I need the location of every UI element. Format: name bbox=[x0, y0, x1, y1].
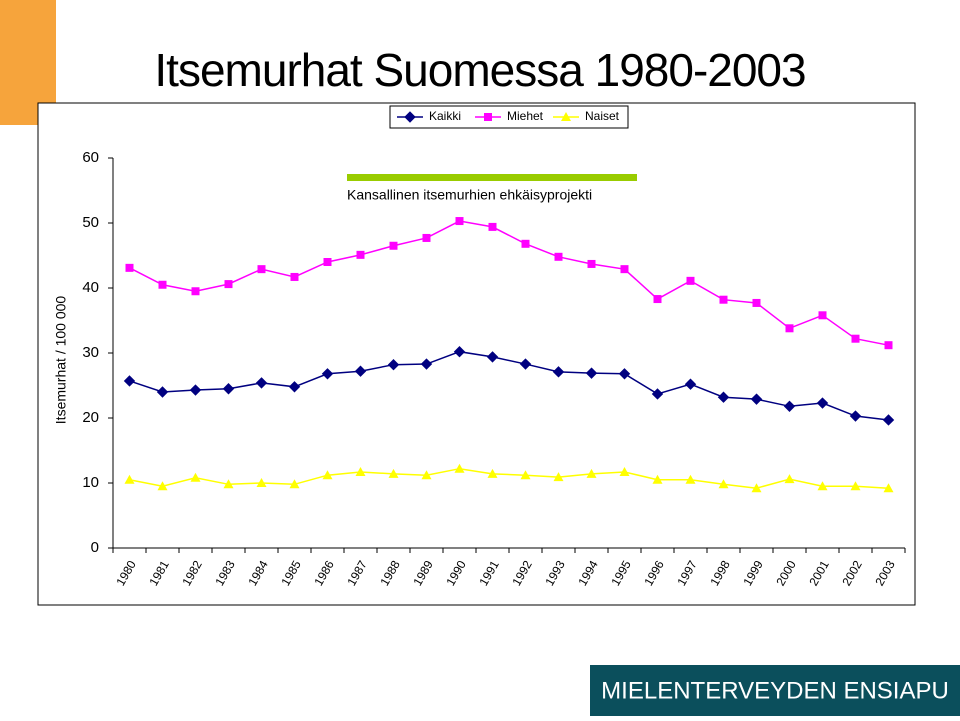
point bbox=[684, 378, 697, 390]
point bbox=[653, 295, 662, 304]
point bbox=[387, 358, 400, 371]
legend-marker bbox=[484, 113, 492, 121]
point bbox=[322, 470, 333, 480]
y-tick-label: 30 bbox=[82, 344, 99, 361]
annotation-bar bbox=[347, 174, 637, 181]
y-tick-label: 0 bbox=[91, 539, 99, 556]
point bbox=[321, 368, 334, 380]
point bbox=[189, 384, 202, 396]
series-line bbox=[129, 467, 889, 489]
point bbox=[685, 474, 696, 484]
point bbox=[784, 474, 795, 484]
y-tick-label: 10 bbox=[82, 474, 99, 491]
point bbox=[520, 470, 531, 480]
point bbox=[552, 366, 565, 378]
point bbox=[157, 481, 168, 491]
slide-title: Itsemurhat Suomessa 1980-2003 bbox=[154, 44, 805, 96]
point bbox=[290, 272, 299, 281]
point bbox=[883, 483, 894, 493]
point bbox=[651, 388, 664, 400]
legend-marker bbox=[404, 111, 416, 123]
y-tick-label: 20 bbox=[82, 409, 99, 426]
point bbox=[620, 265, 629, 274]
point bbox=[422, 233, 431, 242]
annotation-text: Kansallinen itsemurhien ehkäisyprojekti bbox=[347, 187, 592, 203]
point bbox=[818, 311, 827, 320]
point bbox=[222, 383, 235, 395]
point bbox=[750, 393, 763, 405]
point bbox=[124, 474, 135, 484]
point bbox=[619, 466, 630, 476]
point bbox=[553, 472, 564, 482]
point bbox=[421, 470, 432, 480]
point bbox=[355, 466, 366, 476]
point bbox=[223, 479, 234, 489]
series-line bbox=[129, 220, 889, 346]
legend-label: Kaikki bbox=[429, 109, 461, 123]
point bbox=[156, 386, 169, 398]
point bbox=[356, 250, 365, 259]
point bbox=[652, 474, 663, 484]
footer-bar bbox=[590, 665, 960, 716]
point bbox=[717, 391, 730, 403]
point bbox=[686, 276, 695, 285]
point bbox=[785, 324, 794, 333]
point bbox=[224, 280, 233, 289]
point bbox=[849, 410, 862, 422]
point bbox=[752, 298, 761, 307]
point bbox=[256, 478, 267, 487]
point bbox=[288, 381, 301, 393]
point bbox=[851, 334, 860, 343]
point bbox=[882, 414, 895, 426]
point bbox=[519, 358, 532, 370]
y-tick-label: 50 bbox=[82, 214, 99, 231]
point bbox=[257, 265, 266, 274]
point bbox=[486, 351, 499, 363]
point bbox=[816, 397, 829, 409]
point bbox=[554, 252, 563, 261]
point bbox=[751, 483, 762, 493]
point bbox=[354, 365, 367, 377]
point bbox=[586, 468, 597, 478]
legend-box bbox=[389, 105, 629, 129]
point bbox=[289, 479, 300, 489]
point bbox=[389, 241, 398, 250]
point bbox=[388, 468, 399, 478]
point bbox=[783, 400, 796, 413]
point bbox=[255, 377, 268, 389]
point bbox=[488, 222, 497, 231]
point bbox=[453, 345, 466, 358]
point bbox=[125, 263, 134, 272]
point bbox=[158, 280, 167, 289]
point bbox=[323, 258, 332, 266]
point bbox=[190, 472, 201, 482]
point bbox=[454, 463, 465, 473]
footer-text: MIELENTERVEYDEN ENSIAPU bbox=[601, 677, 949, 704]
legend-label: Naiset bbox=[585, 109, 620, 123]
point bbox=[191, 287, 200, 296]
point bbox=[420, 358, 433, 370]
y-tick-label: 60 bbox=[82, 149, 99, 166]
point bbox=[719, 295, 728, 304]
series-line bbox=[129, 350, 889, 421]
point bbox=[618, 368, 631, 380]
legend-marker bbox=[561, 112, 571, 121]
point bbox=[585, 367, 598, 379]
point bbox=[123, 375, 136, 387]
legend-label: Miehet bbox=[507, 109, 544, 123]
point bbox=[455, 217, 464, 226]
point bbox=[817, 481, 828, 491]
point bbox=[487, 468, 498, 478]
point bbox=[521, 239, 530, 248]
y-tick-label: 40 bbox=[82, 279, 99, 296]
point bbox=[718, 479, 729, 489]
y-axis-label: Itsemurhat / 100 000 bbox=[53, 296, 69, 425]
point bbox=[587, 259, 596, 268]
point bbox=[884, 341, 893, 350]
point bbox=[850, 481, 861, 491]
